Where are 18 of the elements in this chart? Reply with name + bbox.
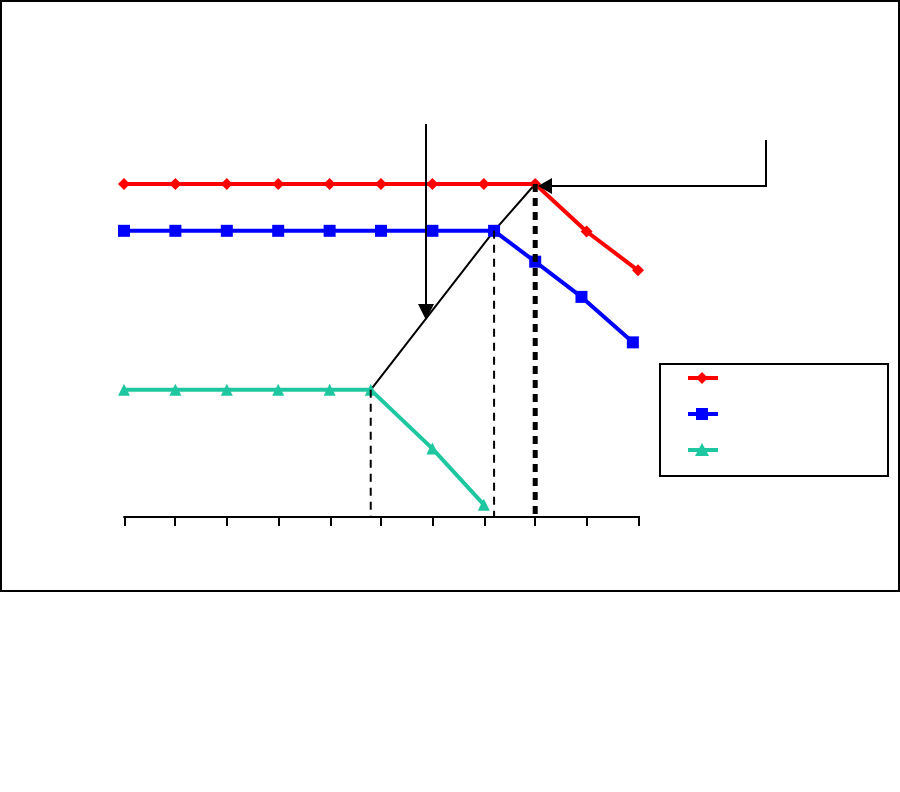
point — [118, 224, 130, 237]
point — [323, 224, 336, 237]
point — [375, 224, 387, 237]
point — [272, 224, 285, 237]
point — [626, 336, 639, 349]
point — [477, 498, 490, 511]
point — [323, 383, 336, 396]
point — [580, 225, 593, 238]
point — [220, 224, 233, 237]
point — [220, 383, 233, 396]
point — [488, 224, 501, 237]
point — [632, 264, 644, 277]
point — [118, 383, 130, 396]
point — [575, 290, 588, 303]
point — [169, 224, 182, 237]
point — [272, 383, 285, 396]
point — [426, 224, 439, 237]
point — [169, 383, 182, 396]
